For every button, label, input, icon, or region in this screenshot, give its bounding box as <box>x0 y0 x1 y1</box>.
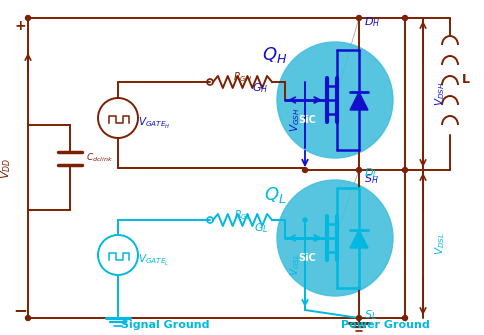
Polygon shape <box>349 230 367 248</box>
Circle shape <box>356 316 361 321</box>
Text: Signal Ground: Signal Ground <box>121 320 209 330</box>
Circle shape <box>276 42 392 158</box>
Circle shape <box>402 168 407 173</box>
Text: Power Ground: Power Ground <box>340 320 428 330</box>
Polygon shape <box>349 92 367 110</box>
Text: +: + <box>14 19 26 33</box>
Circle shape <box>26 15 30 20</box>
Circle shape <box>356 168 361 173</box>
Text: $V_{GSL}$: $V_{GSL}$ <box>287 254 301 276</box>
Text: $V_{DD}$: $V_{DD}$ <box>0 157 13 179</box>
Text: $S_L$: $S_L$ <box>363 308 376 322</box>
Circle shape <box>302 168 307 173</box>
Text: $D_H$: $D_H$ <box>363 15 379 29</box>
Circle shape <box>356 15 361 20</box>
Text: $Q_L$: $Q_L$ <box>263 185 286 205</box>
Text: $G_H$: $G_H$ <box>251 81 268 95</box>
Text: SiC: SiC <box>298 115 315 125</box>
Text: $G_L$: $G_L$ <box>253 221 268 235</box>
Text: −: − <box>13 301 27 319</box>
Text: $V_{DSL}$: $V_{DSL}$ <box>432 232 446 256</box>
Text: $S_H$: $S_H$ <box>363 172 378 186</box>
Text: SiC: SiC <box>298 253 315 263</box>
Text: $V_{GATE_H}$: $V_{GATE_H}$ <box>138 116 170 131</box>
Text: L: L <box>461 73 469 86</box>
Circle shape <box>26 316 30 321</box>
Circle shape <box>276 180 392 296</box>
Circle shape <box>302 218 306 222</box>
Text: $R_{GH}$: $R_{GH}$ <box>232 70 252 84</box>
Text: $V_{GATE_L}$: $V_{GATE_L}$ <box>138 253 169 268</box>
Text: $Q_H$: $Q_H$ <box>262 45 287 65</box>
Circle shape <box>402 316 407 321</box>
Text: $V_{GSH}$: $V_{GSH}$ <box>287 108 301 132</box>
Text: $R_{GL}$: $R_{GL}$ <box>233 208 251 222</box>
Text: $D_L$: $D_L$ <box>363 166 378 180</box>
Text: $C_{dclink}$: $C_{dclink}$ <box>86 152 113 164</box>
Circle shape <box>402 15 407 20</box>
Text: $V_{DSH}$: $V_{DSH}$ <box>432 82 446 106</box>
